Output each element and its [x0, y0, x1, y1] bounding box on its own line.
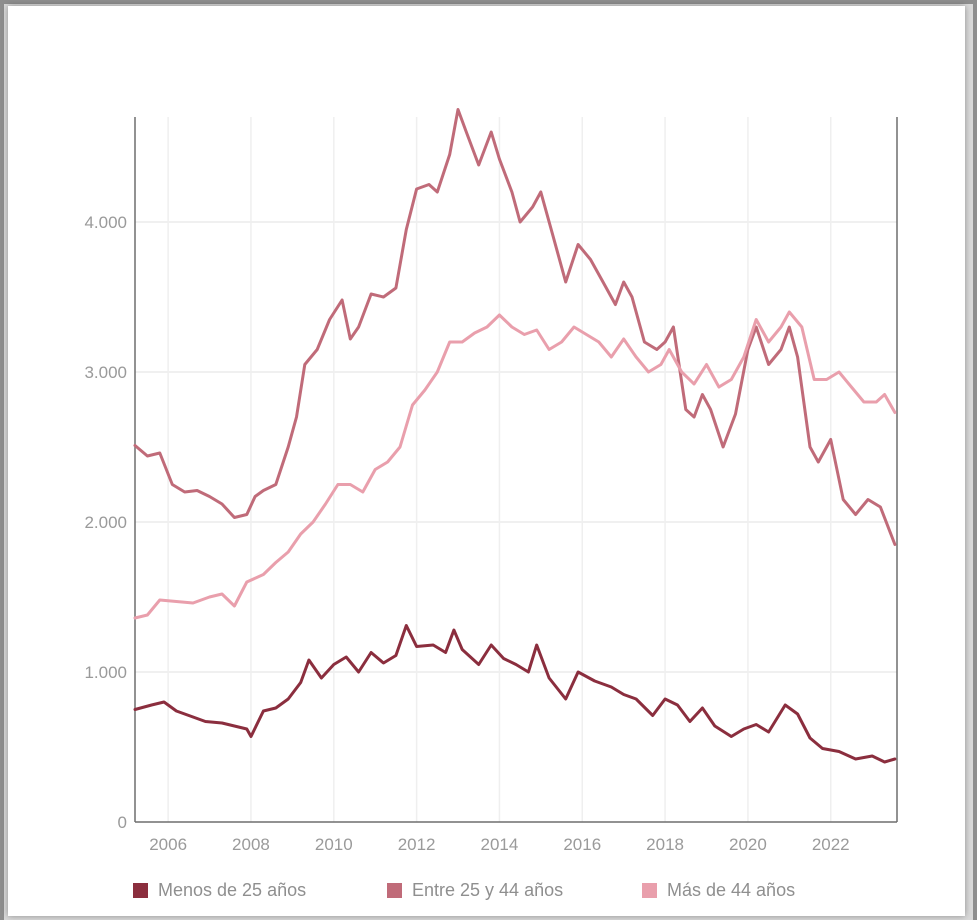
x-tick-label: 2008 — [232, 835, 270, 854]
x-tick-label: 2006 — [149, 835, 187, 854]
legend-label: Más de 44 años — [667, 879, 796, 900]
y-tick-label: 0 — [118, 813, 127, 832]
legend: Menos de 25 años Entre 25 y 44 años Más de… — [0, 868, 977, 908]
legend-label: Entre 25 y 44 años — [412, 879, 564, 900]
y-tick-label: 4.000 — [84, 213, 127, 232]
x-tick-label: 2010 — [315, 835, 353, 854]
series-line-0 — [133, 624, 897, 764]
legend-swatch — [133, 882, 148, 898]
x-tick-label: 2014 — [481, 835, 519, 854]
series-line-2 — [133, 310, 897, 620]
legend-item-1[interactable]: Entre 25 y 44 años — [387, 880, 563, 900]
x-tick-label: 2016 — [563, 835, 601, 854]
legend-label: Menos de 25 años — [158, 879, 307, 900]
legend-item-0[interactable]: Menos de 25 años — [133, 880, 306, 900]
y-tick-label: 2.000 — [84, 513, 127, 532]
x-tick-label: 2012 — [398, 835, 436, 854]
series-layer — [133, 108, 897, 764]
line-chart: 0 1.000 2.000 3.000 4.000 2006 2008 2010 2012 201… — [84, 108, 898, 854]
y-tick-label: 3.000 — [84, 363, 127, 382]
legend-item-2[interactable]: Más de 44 años — [642, 880, 795, 900]
x-tick-label: 2018 — [646, 835, 684, 854]
axes — [134, 117, 898, 823]
gridlines — [135, 117, 897, 822]
x-tick-label: 2022 — [812, 835, 850, 854]
legend-swatch — [387, 882, 402, 898]
x-tick-label: 2020 — [729, 835, 767, 854]
y-tick-label: 1.000 — [84, 663, 127, 682]
legend-swatch — [642, 882, 657, 898]
tick-labels: 0 1.000 2.000 3.000 4.000 2006 2008 2010 2012 201… — [84, 213, 849, 854]
series-line-1 — [133, 108, 897, 546]
